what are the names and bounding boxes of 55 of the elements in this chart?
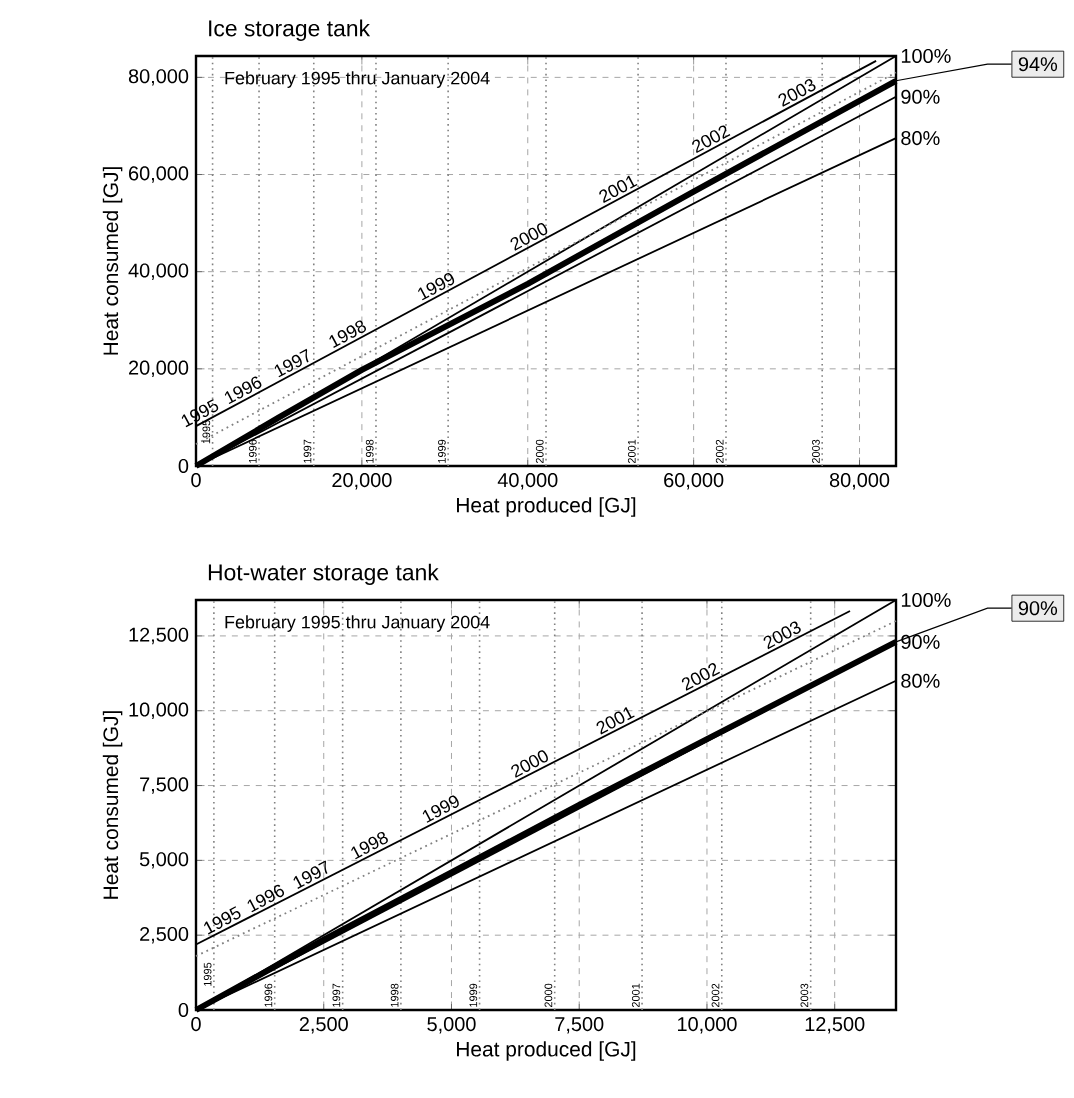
y-axis-title: Heat consumed [GJ] <box>102 167 123 355</box>
series-label: 100% <box>901 592 951 608</box>
y-tick-label: 0 <box>178 1002 189 1018</box>
annotation: 2002 <box>692 125 731 154</box>
x-tick-label: 40,000 <box>497 473 558 490</box>
text: 90% <box>1018 601 1058 616</box>
text: 94% <box>1018 57 1058 72</box>
annotation: 1998 <box>351 831 388 860</box>
annotation: 2000 <box>511 750 548 778</box>
annotation: 2003 <box>778 79 816 107</box>
x-tick-label: 60,000 <box>664 473 724 490</box>
annotation: 2001 <box>599 175 638 203</box>
x-tick-label: 10,000 <box>678 1017 737 1034</box>
annotation: 1996 <box>247 884 285 913</box>
series-label: 90% <box>901 89 940 104</box>
y-tick-label: 0 <box>178 458 189 474</box>
annotation: 1997 <box>274 348 309 378</box>
x-axis-title: Heat produced [GJ] <box>457 1041 636 1061</box>
y-tick-label: 7,500 <box>140 777 189 794</box>
y-axis-title: Heat consumed [GJ] <box>102 711 123 899</box>
legend-label: 100% <box>901 48 951 64</box>
y-tick-label: 2,500 <box>140 926 189 944</box>
chart-title: Hot-water storage tank <box>208 563 439 585</box>
annotation: 2001 <box>596 707 635 735</box>
text: February 1995 thru January 2004 <box>225 615 490 632</box>
annotation: 1995 <box>204 906 241 935</box>
x-tick-label: 12,500 <box>805 1017 865 1034</box>
annotation: 2002 <box>681 663 721 691</box>
annotation: 1996 <box>224 376 262 405</box>
y-tick-label: 5,000 <box>139 852 189 869</box>
y-tick-label: 10,000 <box>129 702 189 719</box>
x-axis-title: Heat produced [GJ] <box>457 497 636 517</box>
y-tick-label: 12,500 <box>129 627 189 645</box>
annotation: 1999 <box>418 273 455 301</box>
x-tick-label: 0 <box>191 1017 201 1032</box>
y-tick-label: 80,000 <box>128 69 189 86</box>
x-tick-label: 5,000 <box>427 1017 476 1034</box>
text: February 1995 thru January 2004 <box>225 71 490 88</box>
x-tick-label: 80,000 <box>829 473 890 490</box>
x-tick-label: 0 <box>191 473 201 488</box>
annotation: 2003 <box>763 621 801 650</box>
annotation: 1999 <box>422 795 459 823</box>
chart-title: Ice storage tank <box>209 19 371 41</box>
annotation: 2000 <box>510 223 548 251</box>
y-tick-label: 20,000 <box>129 360 189 378</box>
annotation: 1998 <box>329 320 367 348</box>
y-tick-label: 40,000 <box>128 263 189 280</box>
legend-label: 90% <box>901 634 940 649</box>
x-tick-label: 7,500 <box>555 1017 604 1034</box>
annotation: 1997 <box>293 860 328 889</box>
series-label: 80% <box>901 131 940 146</box>
x-tick-label: 20,000 <box>332 473 392 490</box>
x-tick-label: 2,500 <box>299 1017 348 1034</box>
series-label: 80% <box>901 673 940 688</box>
y-tick-label: 60,000 <box>129 166 189 183</box>
